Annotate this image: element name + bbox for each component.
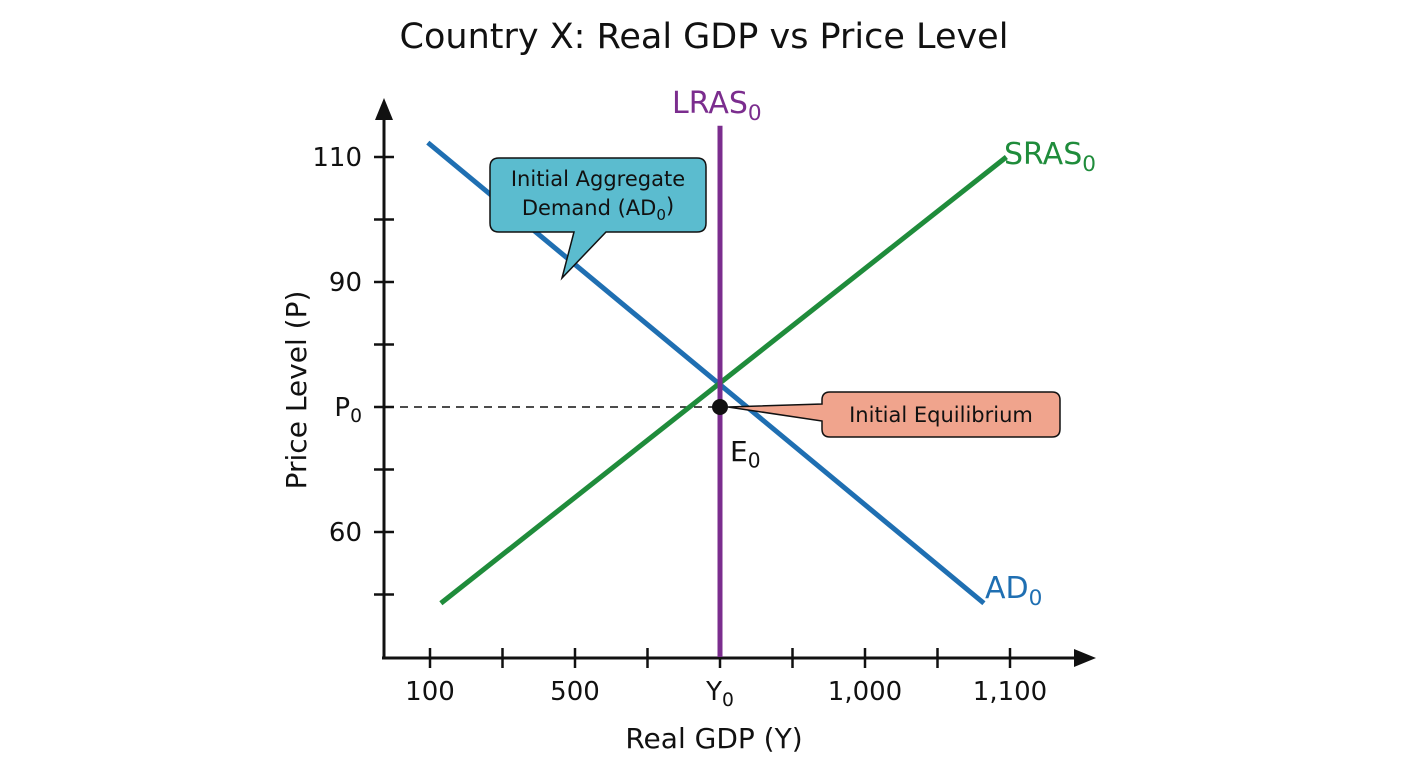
ad-callout-line1: Initial Aggregate <box>511 167 685 191</box>
y-ticks: 110 90 P0 60 <box>312 143 394 596</box>
x-tick-label-4: Y0 <box>705 677 734 711</box>
sras-line <box>439 155 1008 606</box>
equilibrium-label: E0 <box>730 435 761 472</box>
x-axis-label: Real GDP (Y) <box>625 722 802 755</box>
y-axis-arrow <box>375 98 393 120</box>
x-axis-arrow <box>1074 649 1096 667</box>
x-tick-label-0: 100 <box>405 677 455 707</box>
eq-callout-line1: Initial Equilibrium <box>849 403 1033 427</box>
y-tick-label-2: 90 <box>329 268 362 298</box>
y-axis-label: Price Level (P) <box>280 291 313 490</box>
chart-title: Country X: Real GDP vs Price Level <box>400 17 1009 57</box>
x-tick-label-8: 1,100 <box>973 677 1047 707</box>
ad-callout: Initial Aggregate Demand (AD0) <box>489 157 707 281</box>
axes <box>375 98 1096 667</box>
x-ticks: 100 500 Y0 1,000 1,100 <box>405 648 1047 711</box>
y-tick-label-0: 110 <box>312 143 362 173</box>
y-tick-label-6: 60 <box>329 518 362 548</box>
ad-callout-bubble <box>489 157 707 281</box>
equilibrium-point <box>712 399 728 415</box>
lras-series-label: LRAS0 <box>672 86 762 126</box>
ad-callout-line2: Demand (AD0) <box>522 194 674 224</box>
y-tick-label-4: P0 <box>334 393 362 427</box>
ad-series-label: AD0 <box>985 571 1042 611</box>
x-tick-label-6: 1,000 <box>828 677 902 707</box>
eq-callout-bubble <box>727 391 1061 438</box>
eq-callout: Initial Equilibrium <box>727 391 1061 438</box>
x-tick-label-2: 500 <box>550 677 600 707</box>
sras-series-label: SRAS0 <box>1004 137 1096 177</box>
